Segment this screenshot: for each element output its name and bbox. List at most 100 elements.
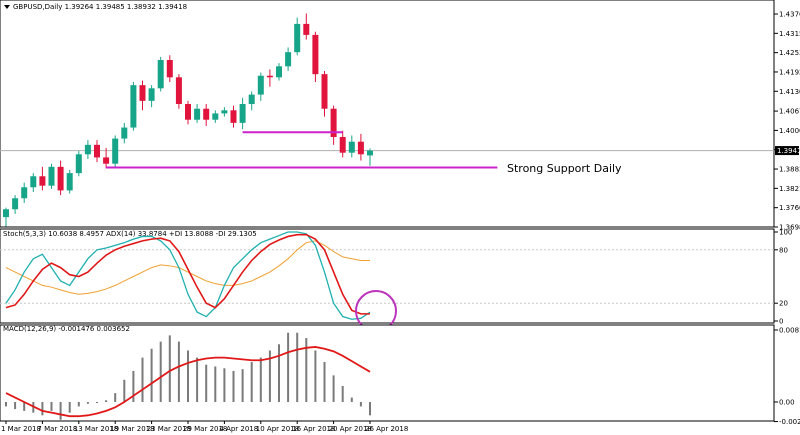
- date-tick-label: 26 Apr 2018: [365, 425, 408, 433]
- candle: [57, 160, 64, 196]
- macd-bar: [278, 344, 280, 402]
- candle: [148, 85, 155, 108]
- macd-bar: [369, 402, 371, 416]
- macd-bar: [41, 402, 44, 416]
- candle-body: [157, 60, 164, 89]
- candle-body: [175, 77, 182, 105]
- candle-body: [239, 104, 246, 123]
- candle-body: [367, 150, 373, 156]
- candle-body: [130, 85, 137, 128]
- candle-body: [230, 110, 237, 123]
- price-panel: GBPUSD,Daily 1.39264 1.39485 1.38932 1.3…: [0, 0, 800, 232]
- candle: [166, 55, 173, 83]
- candle: [312, 31, 319, 83]
- candle: [266, 69, 273, 87]
- collapse-triangle-icon[interactable]: [4, 5, 10, 9]
- candle-body: [166, 60, 173, 78]
- macd-bar: [141, 357, 144, 402]
- price-tick-label: 1.40675: [779, 108, 800, 116]
- stoch-y-axis: 100 80 20 0: [0, 229, 792, 326]
- candle-body: [303, 23, 310, 35]
- macd-bar: [314, 350, 317, 402]
- candle-body: [103, 157, 110, 164]
- stoch-tick-label: 20: [779, 300, 788, 308]
- candle: [185, 100, 191, 125]
- candle: [103, 147, 110, 169]
- macd-bar: [5, 402, 7, 407]
- stoch-signal-line: [5, 233, 370, 315]
- candle-body: [66, 173, 73, 191]
- candle: [257, 72, 264, 101]
- candle: [203, 104, 210, 126]
- candle-body: [139, 85, 146, 101]
- candle-body: [321, 74, 328, 109]
- candle: [348, 135, 355, 158]
- candle: [84, 140, 91, 159]
- candle: [294, 17, 301, 56]
- candles: [3, 13, 373, 227]
- price-tick-label: 1.36985: [779, 224, 800, 232]
- macd-bar: [259, 357, 262, 402]
- candle-body: [3, 209, 9, 218]
- candle: [330, 105, 337, 145]
- candle: [367, 148, 373, 166]
- candle-body: [212, 113, 219, 120]
- candle-body: [30, 176, 37, 188]
- candle: [94, 140, 100, 163]
- macd-tick-label: 0.008107: [779, 327, 800, 335]
- candle-body: [294, 23, 301, 53]
- macd-bar: [159, 341, 162, 402]
- candle-body: [285, 52, 292, 67]
- candle: [157, 56, 164, 92]
- adx-line: [5, 240, 370, 295]
- macd-bar: [296, 332, 299, 402]
- candle: [239, 97, 246, 130]
- price-tick-label: 1.43150: [779, 30, 800, 38]
- candle: [212, 110, 219, 123]
- date-tick-label: 19 Mar 2018: [110, 425, 154, 433]
- macd-bar: [341, 386, 344, 402]
- date-tick-label: 7 Mar 2018: [37, 425, 77, 433]
- date-tick-label: 10 Apr 2018: [256, 425, 299, 433]
- price-tick-label: 1.43765: [779, 11, 800, 19]
- candle: [112, 135, 119, 169]
- candle: [66, 169, 73, 194]
- candle-body: [94, 144, 100, 158]
- candle: [130, 82, 137, 131]
- candle-body: [339, 136, 346, 153]
- macd-bar: [23, 402, 26, 411]
- support-annotation: Strong Support Daily: [507, 162, 622, 175]
- candle-body: [312, 34, 319, 75]
- stoch-tick-label: 80: [779, 246, 788, 254]
- price-tick-label: 1.40060: [779, 127, 800, 135]
- macd-bar: [14, 402, 17, 410]
- candle: [39, 166, 46, 191]
- candle: [121, 122, 128, 144]
- last-price-box: [775, 146, 799, 156]
- candle-body: [84, 144, 91, 155]
- price-tick-label: 1.41920: [779, 68, 800, 76]
- stoch-panel: Stoch(5,3,3) 10.6038 8.4957 ADX(14) 33.8…: [0, 228, 792, 332]
- candle-body: [194, 108, 201, 120]
- candle: [48, 163, 55, 189]
- macd-bar: [114, 393, 117, 402]
- macd-bar: [50, 402, 53, 411]
- macd-bar: [187, 350, 189, 402]
- macd-bar: [86, 402, 89, 404]
- candle-body: [221, 110, 228, 114]
- macd-bar: [232, 370, 235, 402]
- macd-bar: [359, 402, 362, 407]
- candle: [21, 182, 28, 203]
- stoch-tick-label: 100: [779, 229, 792, 237]
- macd-tick-label: 0.00: [779, 399, 795, 407]
- price-y-axis: 1.43765 1.43150 1.42535 1.41920 1.41305 1.406…: [774, 11, 800, 232]
- macd-bar: [268, 350, 271, 402]
- candle-body: [348, 141, 355, 153]
- candle-body: [266, 75, 273, 78]
- candle: [139, 80, 146, 111]
- candle-body: [57, 166, 64, 191]
- macd-bar: [305, 338, 308, 402]
- macd-bar: [287, 332, 290, 402]
